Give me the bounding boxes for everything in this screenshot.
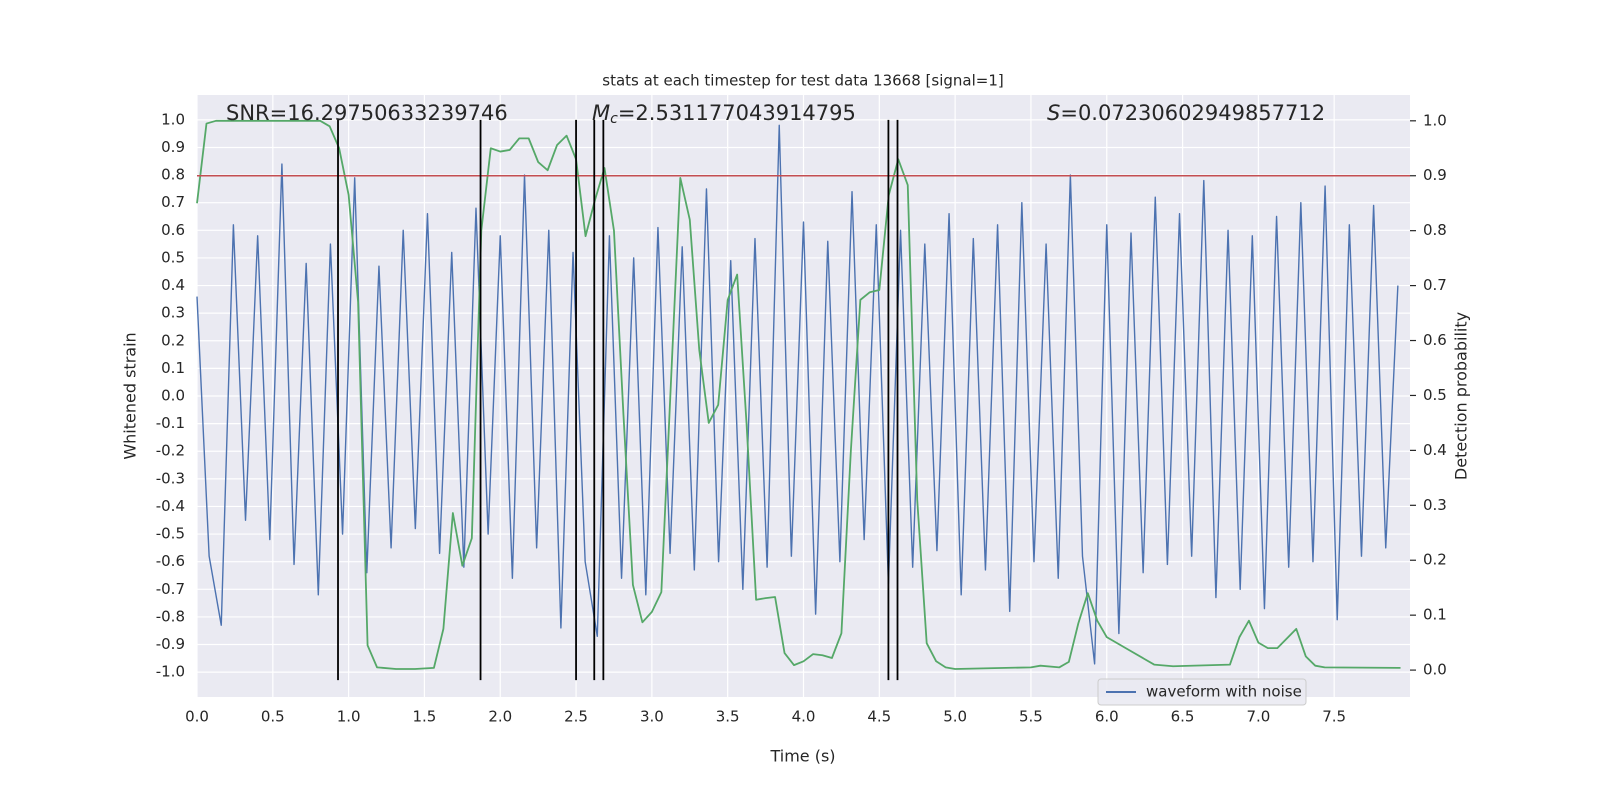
x-tick-label: 2.0 bbox=[488, 708, 512, 726]
x-tick-label: 5.0 bbox=[943, 708, 967, 726]
y-tick-label: -0.6 bbox=[156, 552, 185, 570]
x-tick-label: 1.0 bbox=[337, 708, 361, 726]
y-tick-label: 0.2 bbox=[161, 331, 185, 349]
x-tick-label: 6.0 bbox=[1095, 708, 1119, 726]
y-tick-label: 0.3 bbox=[161, 304, 185, 322]
x-tick-label: 0.5 bbox=[261, 708, 285, 726]
x-tick-label: 1.5 bbox=[413, 708, 437, 726]
annotation-symbol: M bbox=[592, 101, 610, 125]
chart-title: stats at each timestep for test data 136… bbox=[602, 72, 1003, 90]
annotation-text: =0.07230602949857712 bbox=[1060, 101, 1325, 125]
x-tick-label: 3.0 bbox=[640, 708, 664, 726]
y-tick-label: 0.1 bbox=[161, 359, 185, 377]
y-tick-label: 0.6 bbox=[161, 221, 185, 239]
y2-tick-label: 0.9 bbox=[1423, 166, 1447, 184]
y-tick-label: -0.2 bbox=[156, 442, 185, 460]
x-tick-label: 0.0 bbox=[185, 708, 209, 726]
y-tick-label: 0.5 bbox=[161, 248, 185, 266]
y2-tick-label: 0.6 bbox=[1423, 331, 1447, 349]
y2-tick-label: 0.5 bbox=[1423, 386, 1447, 404]
x-tick-label: 5.5 bbox=[1019, 708, 1043, 726]
y-tick-label: -0.4 bbox=[156, 497, 185, 515]
y-tick-label: -0.9 bbox=[156, 635, 185, 653]
legend-label: waveform with noise bbox=[1146, 683, 1302, 701]
y2-tick-label: 0.0 bbox=[1423, 661, 1447, 679]
x-tick-label: 4.5 bbox=[867, 708, 891, 726]
y2-tick-label: 0.3 bbox=[1423, 496, 1447, 514]
y-tick-label: -0.1 bbox=[156, 414, 185, 432]
x-tick-label: 6.5 bbox=[1171, 708, 1195, 726]
y-tick-label: -0.8 bbox=[156, 607, 185, 625]
y2-axis-label: Detection probability bbox=[1452, 312, 1471, 480]
x-axis-label: Time (s) bbox=[769, 747, 835, 766]
annotation: Mc=2.531177043914795 bbox=[592, 101, 856, 127]
y-axis-label: Whitened strain bbox=[121, 332, 140, 459]
y-tick-label: 0.0 bbox=[161, 387, 185, 405]
series-line bbox=[196, 119, 1401, 670]
y-tick-label: 0.8 bbox=[161, 166, 185, 184]
series-line bbox=[196, 124, 1399, 665]
y-tick-label: 0.4 bbox=[161, 276, 185, 294]
x-tick-label: 3.5 bbox=[716, 708, 740, 726]
y2-tick-label: 0.4 bbox=[1423, 441, 1447, 459]
y-tick-label: -1.0 bbox=[156, 663, 185, 681]
x-tick-label: 7.5 bbox=[1322, 708, 1346, 726]
x-tick-label: 4.0 bbox=[792, 708, 816, 726]
y-tick-label: -0.3 bbox=[156, 469, 185, 487]
y-tick-label: -0.7 bbox=[156, 580, 185, 598]
x-tick-label: 7.0 bbox=[1246, 708, 1270, 726]
legend: waveform with noise bbox=[1097, 678, 1307, 706]
marks bbox=[196, 119, 1410, 681]
legend-box bbox=[1097, 678, 1307, 706]
annotation-text: =2.531177043914795 bbox=[618, 101, 856, 125]
y-tick-label: 1.0 bbox=[161, 110, 185, 128]
annotation: S=0.07230602949857712 bbox=[1047, 101, 1325, 125]
y2-tick-label: 0.7 bbox=[1423, 276, 1447, 294]
annotation: SNR=16.29750633239746 bbox=[226, 101, 508, 125]
y2-tick-label: 0.8 bbox=[1423, 221, 1447, 239]
y-tick-label: 0.9 bbox=[161, 138, 185, 156]
y2-tick-label: 0.1 bbox=[1423, 606, 1447, 624]
x-tick-label: 2.5 bbox=[564, 708, 588, 726]
y-tick-label: -0.5 bbox=[156, 525, 185, 543]
y2-tick-label: 0.2 bbox=[1423, 551, 1447, 569]
annotation-subscript: c bbox=[610, 111, 618, 127]
annotation-symbol: S bbox=[1047, 101, 1060, 125]
y2-tick-label: 1.0 bbox=[1423, 111, 1447, 129]
y-tick-label: 0.7 bbox=[161, 193, 185, 211]
